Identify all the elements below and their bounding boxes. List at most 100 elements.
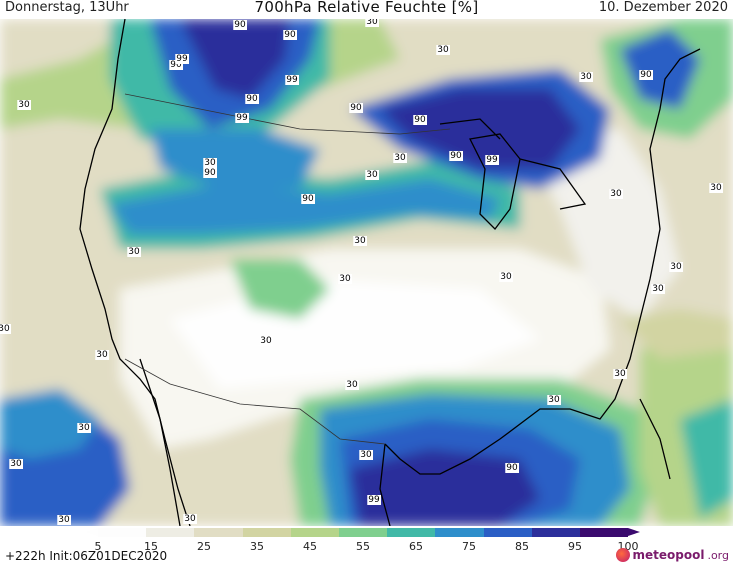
logo-domain: .org — [707, 548, 729, 562]
contour-label-box — [283, 30, 297, 40]
logo-text: meteopool — [632, 548, 705, 562]
contour-label: 30 — [437, 45, 449, 55]
forecast-day-time: Donnerstag, 13Uhr — [5, 0, 129, 15]
contour-label: 90 — [170, 60, 182, 70]
contour-label: 90 — [284, 30, 296, 40]
contour-label-box — [393, 153, 407, 163]
contour-label-box — [367, 495, 381, 505]
contour-label-box — [175, 54, 189, 64]
contour-label: 30 — [610, 189, 622, 199]
contour-label-box — [449, 151, 463, 161]
colorbar-swatch — [387, 528, 436, 537]
colorbar-swatches — [98, 528, 629, 537]
contour-label: 30 — [0, 324, 10, 334]
contour-label-box — [547, 395, 561, 405]
contour-label-box — [579, 72, 593, 82]
contour-label-box — [203, 158, 217, 168]
colorbar-swatch — [290, 528, 339, 537]
contour-label-box — [651, 284, 665, 294]
contour-label: 30 — [204, 158, 216, 168]
contour-label: 90 — [246, 94, 258, 104]
contour-label-box — [709, 183, 723, 193]
contour-label-box — [436, 45, 450, 55]
contour-label-box — [57, 515, 71, 525]
contour-label: 30 — [260, 336, 272, 346]
contour-label-box — [245, 94, 259, 104]
colorbar-swatch — [98, 528, 147, 537]
contour-label: 30 — [366, 19, 378, 27]
humidity-field — [0, 19, 733, 526]
colorbar-max-arrow — [628, 528, 640, 536]
contour-label-box — [183, 514, 197, 524]
contour-label: 99 — [176, 54, 188, 64]
contour-label: 90 — [414, 115, 426, 125]
header-bar: Donnerstag, 13Uhr 700hPa Relative Feucht… — [0, 0, 733, 19]
contour-labels: 90 90 90 99 99 90 99 90 90 30 30 30 30 9… — [0, 19, 723, 525]
contour-label-box — [499, 272, 513, 282]
colorbar-tick-label: 65 — [409, 540, 423, 553]
contour-label-box — [77, 423, 91, 433]
meteopool-logo[interactable]: meteopool .org — [615, 548, 729, 562]
contour-label-box — [17, 100, 31, 110]
colorbar — [86, 528, 640, 540]
humidity-map: 90 90 90 99 99 90 99 90 90 30 30 30 30 9… — [0, 19, 733, 526]
contour-label: 90 — [640, 70, 652, 80]
contour-label-box — [259, 336, 273, 346]
colorbar-swatch — [242, 528, 291, 537]
forecast-date: 10. Dezember 2020 — [598, 0, 728, 15]
colorbar-tick-label: 85 — [515, 540, 529, 553]
colorbar-tick-label: 95 — [568, 540, 582, 553]
colorbar-swatch — [146, 528, 195, 537]
contour-label-box — [127, 247, 141, 257]
contour-label: 30 — [366, 170, 378, 180]
contour-label: 30 — [354, 236, 366, 246]
contour-label: 30 — [18, 100, 30, 110]
contour-label: 30 — [614, 369, 626, 379]
contour-label: 90 — [204, 168, 216, 178]
run-info: +222h Init:06Z01DEC2020 — [5, 549, 168, 563]
colorbar-min-arrow — [86, 528, 98, 536]
contour-label: 90 — [350, 103, 362, 113]
contour-label: 30 — [10, 459, 22, 469]
contour-label: 99 — [286, 75, 298, 85]
contour-label: 99 — [368, 495, 380, 505]
contour-label-box — [613, 369, 627, 379]
colorbar-tick-label: 35 — [250, 540, 264, 553]
contour-label: 30 — [360, 450, 372, 460]
contour-label: 30 — [548, 395, 560, 405]
contour-label: 99 — [236, 113, 248, 123]
contour-label: 30 — [710, 183, 722, 193]
colorbar-swatch — [194, 528, 243, 537]
contour-label-box — [285, 75, 299, 85]
contour-label-box — [203, 168, 217, 178]
contour-label-box — [9, 459, 23, 469]
colorbar-swatch — [483, 528, 532, 537]
colorbar-swatch — [338, 528, 388, 537]
contour-label: 30 — [96, 350, 108, 360]
contour-label: 90 — [506, 463, 518, 473]
colorbar-tick-label: 15 — [144, 540, 158, 553]
contour-label-box — [359, 450, 373, 460]
contour-label-box — [0, 324, 11, 334]
contour-label: 30 — [78, 423, 90, 433]
contour-label: 90 — [450, 151, 462, 161]
colorbar-tick-label: 25 — [197, 540, 211, 553]
contour-label: 30 — [346, 380, 358, 390]
contour-label-box — [235, 113, 249, 123]
contour-label-box — [413, 115, 427, 125]
borders — [124, 93, 451, 445]
contour-label: 99 — [486, 155, 498, 165]
contour-label-box — [169, 60, 183, 70]
contour-label: 30 — [184, 514, 196, 524]
contour-label-box — [345, 380, 359, 390]
contour-label: 30 — [580, 72, 592, 82]
contour-label-box — [669, 262, 683, 272]
contour-label-box — [338, 274, 352, 284]
colorbar-tick-label: 5 — [94, 540, 102, 553]
colorbar-tick-label: 55 — [356, 540, 370, 553]
contour-label-box — [639, 70, 653, 80]
contour-label: 30 — [652, 284, 664, 294]
contour-label: 90 — [234, 20, 246, 30]
contour-label: 30 — [339, 274, 351, 284]
contour-label: 30 — [500, 272, 512, 282]
